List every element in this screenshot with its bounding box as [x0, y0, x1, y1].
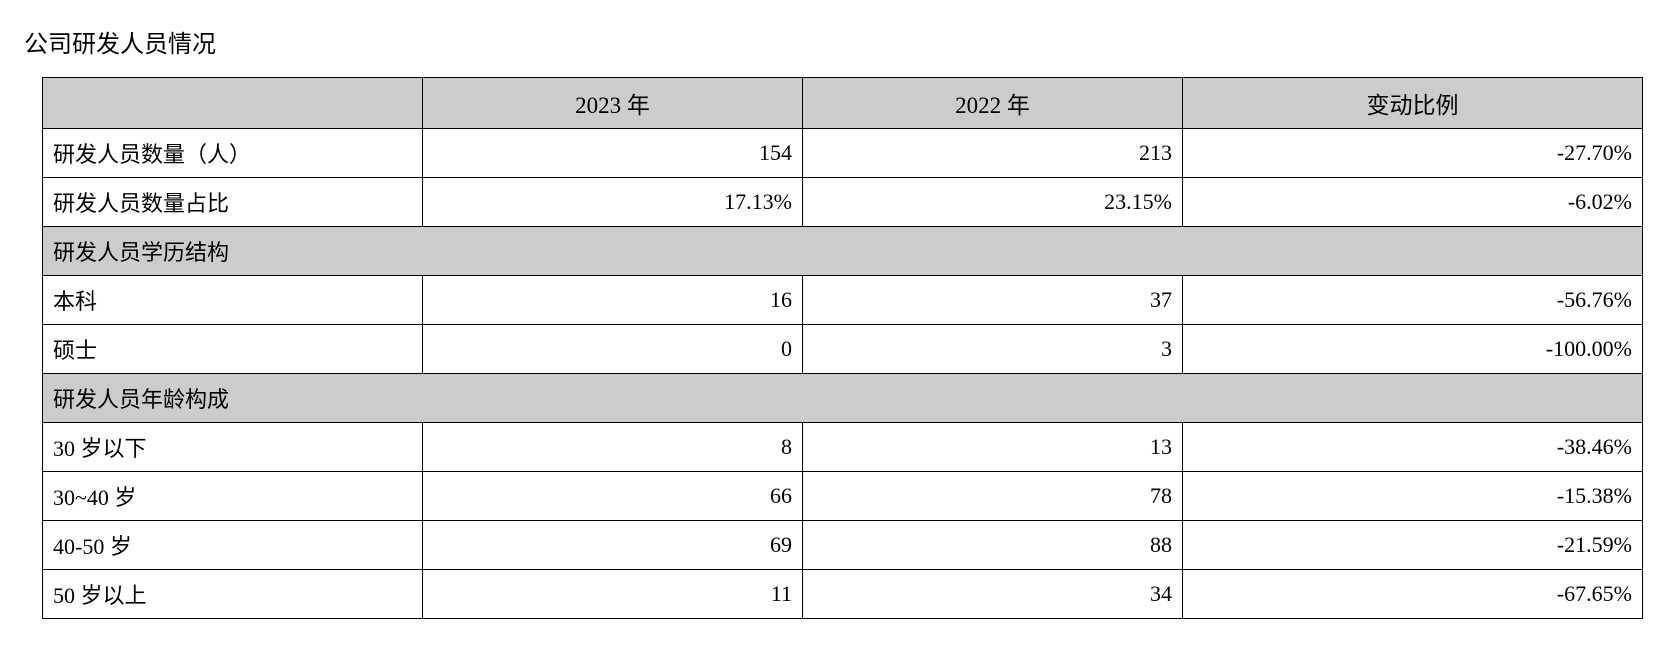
row-label: 50 岁以上 — [43, 570, 423, 619]
cell-value: -100.00% — [1183, 325, 1643, 374]
section-label: 研发人员年龄构成 — [43, 374, 1643, 423]
cell-value: 34 — [803, 570, 1183, 619]
cell-value: -38.46% — [1183, 423, 1643, 472]
row-label: 40-50 岁 — [43, 521, 423, 570]
cell-value: -27.70% — [1183, 129, 1643, 178]
table-row: 研发人员数量占比 17.13% 23.15% -6.02% — [43, 178, 1643, 227]
cell-value: -56.76% — [1183, 276, 1643, 325]
row-label: 本科 — [43, 276, 423, 325]
cell-value: 213 — [803, 129, 1183, 178]
row-label: 30~40 岁 — [43, 472, 423, 521]
cell-value: 66 — [423, 472, 803, 521]
table-row: 30~40 岁 66 78 -15.38% — [43, 472, 1643, 521]
table-row: 本科 16 37 -56.76% — [43, 276, 1643, 325]
cell-value: -15.38% — [1183, 472, 1643, 521]
cell-value: 11 — [423, 570, 803, 619]
page-title: 公司研发人员情况 — [24, 24, 1654, 59]
row-label: 研发人员数量（人） — [43, 129, 423, 178]
section-row-age: 研发人员年龄构成 — [43, 374, 1643, 423]
header-2023: 2023 年 — [423, 78, 803, 129]
rd-personnel-table: 2023 年 2022 年 变动比例 研发人员数量（人） 154 213 -27… — [42, 77, 1643, 619]
cell-value: 69 — [423, 521, 803, 570]
section-row-education: 研发人员学历结构 — [43, 227, 1643, 276]
cell-value: 16 — [423, 276, 803, 325]
section-label: 研发人员学历结构 — [43, 227, 1643, 276]
header-change: 变动比例 — [1183, 78, 1643, 129]
cell-value: 3 — [803, 325, 1183, 374]
cell-value: 37 — [803, 276, 1183, 325]
cell-value: 154 — [423, 129, 803, 178]
row-label: 研发人员数量占比 — [43, 178, 423, 227]
table-row: 50 岁以上 11 34 -67.65% — [43, 570, 1643, 619]
header-blank — [43, 78, 423, 129]
cell-value: -21.59% — [1183, 521, 1643, 570]
cell-value: 8 — [423, 423, 803, 472]
cell-value: 88 — [803, 521, 1183, 570]
table-row: 研发人员数量（人） 154 213 -27.70% — [43, 129, 1643, 178]
cell-value: 17.13% — [423, 178, 803, 227]
table-header-row: 2023 年 2022 年 变动比例 — [43, 78, 1643, 129]
table-row: 40-50 岁 69 88 -21.59% — [43, 521, 1643, 570]
table-row: 硕士 0 3 -100.00% — [43, 325, 1643, 374]
cell-value: 78 — [803, 472, 1183, 521]
row-label: 硕士 — [43, 325, 423, 374]
cell-value: -67.65% — [1183, 570, 1643, 619]
table-row: 30 岁以下 8 13 -38.46% — [43, 423, 1643, 472]
row-label: 30 岁以下 — [43, 423, 423, 472]
cell-value: 0 — [423, 325, 803, 374]
cell-value: 23.15% — [803, 178, 1183, 227]
cell-value: -6.02% — [1183, 178, 1643, 227]
header-2022: 2022 年 — [803, 78, 1183, 129]
cell-value: 13 — [803, 423, 1183, 472]
